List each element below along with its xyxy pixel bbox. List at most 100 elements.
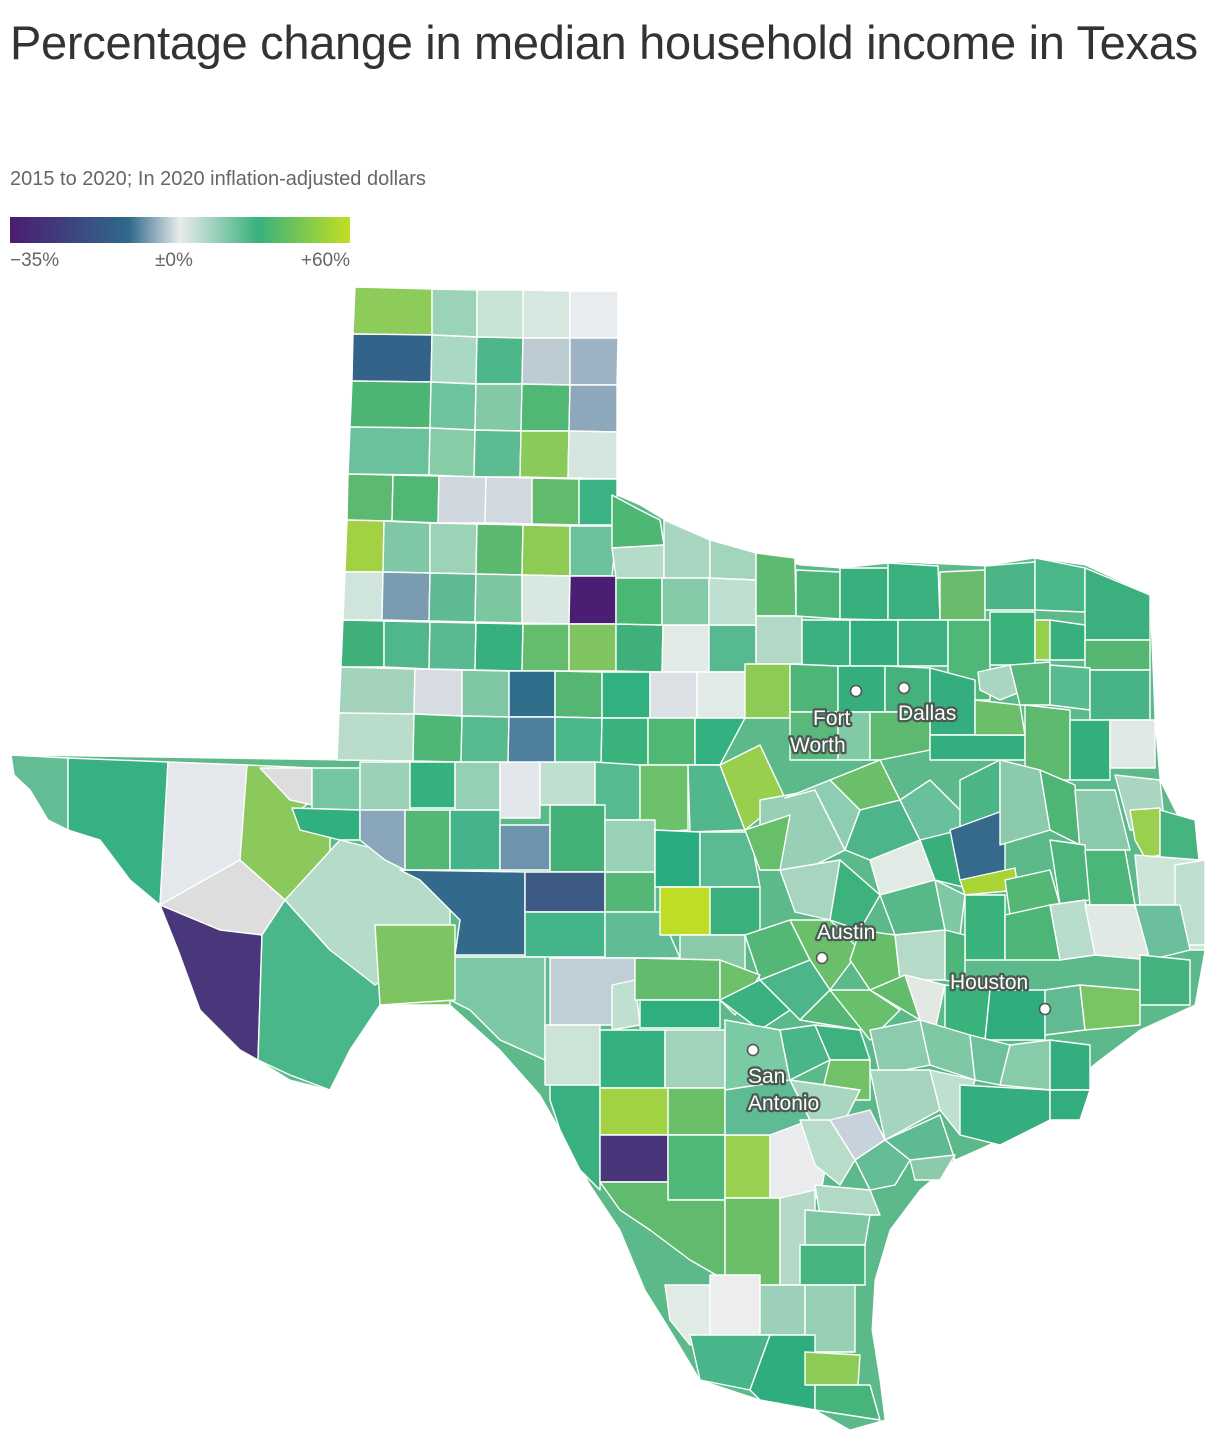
county-region [599, 1087, 669, 1136]
county-region [749, 1334, 816, 1411]
county-region [887, 562, 941, 621]
county-region [600, 717, 649, 766]
county-region [959, 1084, 1051, 1146]
county-region [340, 619, 385, 668]
city-label: Houston [950, 971, 1028, 994]
county-region [724, 1079, 811, 1136]
county-region [755, 552, 797, 617]
county-region [1049, 1089, 1091, 1121]
county-region [909, 1154, 956, 1181]
legend-mid-label: ±0% [155, 250, 193, 271]
county-region [342, 571, 384, 621]
county-region [964, 894, 1006, 961]
county-region [524, 871, 606, 913]
county-region [667, 1134, 726, 1201]
county-region [709, 1274, 761, 1336]
county-region [667, 1087, 726, 1136]
county-region [428, 427, 476, 478]
county-region [854, 1139, 911, 1191]
county-region [549, 804, 606, 873]
county-region [708, 577, 757, 626]
county-region [554, 670, 603, 719]
county-region [428, 621, 477, 671]
county-region [347, 426, 431, 476]
county-region [475, 523, 524, 576]
county-region [499, 824, 551, 871]
county-region [429, 522, 478, 575]
city-label: San [748, 1065, 785, 1088]
county-region [67, 757, 169, 906]
city-marker-icon [815, 951, 829, 965]
county-region [709, 886, 761, 936]
city-marker-icon [897, 681, 911, 695]
county-region [352, 286, 433, 336]
county-region [659, 886, 711, 936]
county-region [531, 477, 580, 526]
county-region [461, 669, 510, 718]
county-region [869, 711, 931, 761]
county-region [521, 524, 571, 577]
legend-ticks: −35% ±0% +60% [10, 250, 350, 274]
county-region [431, 288, 478, 338]
county-region [522, 289, 571, 339]
county-region [939, 569, 986, 621]
county-region [1049, 664, 1091, 711]
county-region [869, 1019, 931, 1076]
county-region [381, 571, 431, 622]
county-region [759, 1284, 806, 1336]
county-region [799, 1244, 866, 1286]
county-region [604, 871, 656, 913]
county-region [569, 337, 619, 386]
county-region [391, 474, 440, 524]
county-region [521, 337, 571, 386]
county-region [429, 381, 477, 431]
county-region [1084, 639, 1151, 671]
county-region [521, 623, 570, 672]
county-region [359, 761, 411, 813]
county-region [989, 611, 1036, 666]
county-region [554, 716, 603, 766]
county-region [1089, 669, 1151, 721]
county-region [568, 384, 618, 433]
county-region [475, 336, 524, 385]
county-region [601, 671, 651, 719]
county-region [649, 671, 698, 719]
county-region [520, 383, 571, 432]
county-region [615, 577, 663, 626]
county-region [724, 1134, 771, 1199]
color-legend: −35% ±0% +60% [10, 217, 350, 274]
county-region [839, 567, 889, 621]
county-region [346, 473, 394, 522]
county-region [849, 619, 899, 667]
county-region [615, 623, 664, 673]
county-region [539, 761, 596, 806]
chart-title: Percentage change in median household in… [10, 16, 1198, 69]
county-region [474, 573, 523, 624]
county-region [437, 475, 487, 524]
chart-subtitle: 2015 to 2020; In 2020 inflation-adjusted… [10, 168, 426, 190]
county-region [404, 809, 451, 871]
county-region [484, 476, 533, 525]
county-region [413, 668, 463, 717]
county-region [1034, 557, 1086, 613]
county-region [944, 929, 966, 986]
county-region [814, 1184, 881, 1216]
county-region [884, 1114, 956, 1161]
city-label: Fort [813, 707, 851, 730]
county-region [639, 999, 721, 1029]
county-region [568, 575, 617, 625]
county-region [412, 713, 463, 763]
county-region [549, 1084, 601, 1191]
city-marker-icon [1038, 1002, 1052, 1016]
county-region [1084, 567, 1151, 641]
county-region [814, 1384, 881, 1421]
city-marker-icon [849, 684, 863, 698]
city-label: Worth [790, 734, 846, 757]
county-region [654, 829, 701, 888]
city-layer: Fort Worth Dallas Austin Houston San Antonio [746, 681, 1052, 1117]
county-region [544, 1024, 601, 1086]
county-region [508, 670, 556, 718]
county-region [519, 430, 570, 479]
county-region [755, 615, 803, 665]
city-marker-icon [746, 1043, 760, 1057]
